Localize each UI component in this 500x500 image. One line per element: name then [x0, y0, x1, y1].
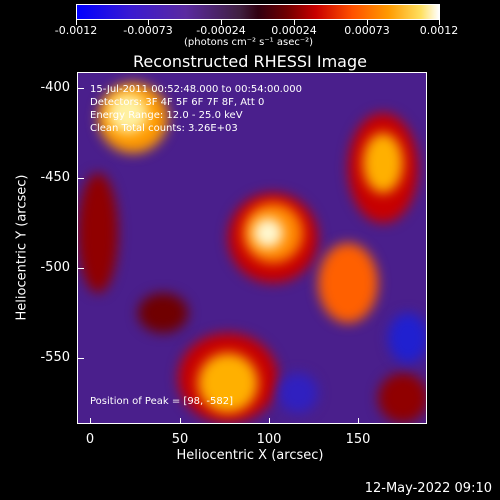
rhessi-image [77, 72, 427, 424]
timestamp: 12-May-2022 09:10 [364, 481, 492, 496]
x-tick-label: 100 [256, 432, 282, 447]
colorbar-tick [221, 20, 222, 25]
colorbar-tick [76, 20, 77, 25]
colorbar-label: 0.00073 [344, 24, 390, 37]
colorbar-label: 0.00024 [271, 24, 317, 37]
colorbar-label: -0.00073 [123, 24, 173, 37]
x-tick-label: 50 [171, 432, 189, 447]
colorbar [76, 4, 440, 20]
info-energy: Energy Range: 12.0 - 25.0 keV [90, 110, 243, 121]
info-clean: Clean Total counts: 3.26E+03 [90, 123, 238, 134]
colorbar-tick [294, 20, 295, 25]
x-tick-label: 0 [85, 432, 95, 447]
colorbar-unit: (photons cm⁻² s⁻¹ asec⁻²) [184, 37, 314, 48]
colorbar-label: -0.0012 [54, 24, 98, 37]
y-tick-label: -500 [40, 260, 70, 275]
x-tick-label: 150 [345, 432, 371, 447]
image-title: Reconstructed RHESSI Image [133, 52, 367, 71]
y-tick-label: -550 [40, 350, 70, 365]
y-axis-title: Heliocentric Y (arcsec) [14, 174, 30, 321]
colorbar-tick [148, 20, 149, 25]
colorbar-label: 0.0012 [419, 24, 459, 37]
y-tick-label: -450 [40, 170, 70, 185]
info-peak: Position of Peak = [98, -582] [90, 396, 233, 407]
y-tick-label: -400 [40, 80, 70, 95]
colorbar-tick [367, 20, 368, 25]
info-detectors: Detectors: 3F 4F 5F 6F 7F 8F, Att 0 [90, 97, 265, 108]
info-time: 15-Jul-2011 00:52:48.000 to 00:54:00.000 [90, 84, 302, 95]
colorbar-label: -0.00024 [196, 24, 246, 37]
x-axis-title: Heliocentric X (arcsec) [176, 448, 324, 463]
colorbar-tick [439, 20, 440, 25]
